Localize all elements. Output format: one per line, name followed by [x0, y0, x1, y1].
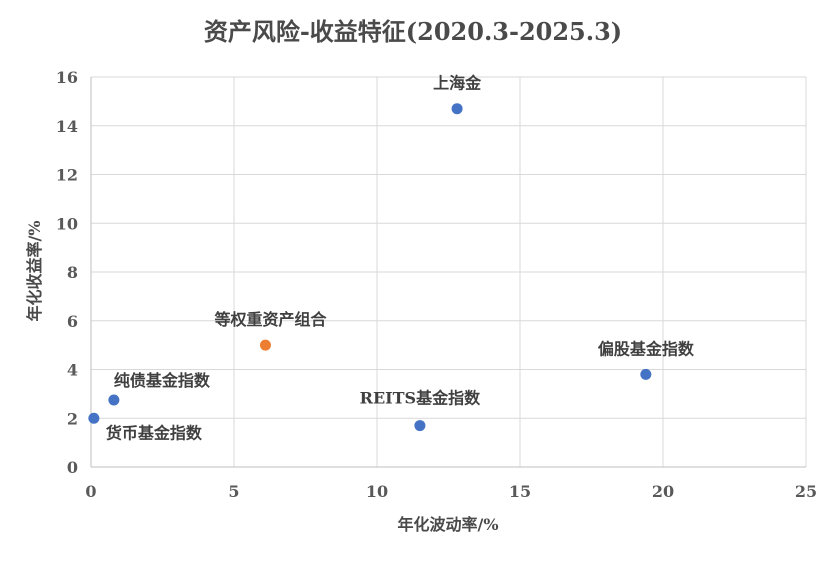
y-tick-label: 2 [67, 409, 78, 428]
axis-layer [90, 77, 806, 468]
data-point [414, 420, 426, 432]
x-tick-label: 0 [85, 482, 96, 501]
data-point [88, 412, 100, 424]
data-label: 纯债基金指数 [114, 371, 211, 390]
x-tick-label: 5 [228, 482, 239, 501]
y-tick-label: 10 [56, 214, 78, 233]
x-tick-label: 25 [795, 482, 817, 501]
data-point [640, 368, 652, 380]
y-tick-label: 14 [56, 117, 78, 136]
y-axis-label: 年化收益率/% [25, 220, 44, 321]
x-tick-label: 15 [509, 482, 531, 501]
data-point [108, 394, 120, 406]
y-tick-label: 12 [56, 166, 78, 185]
y-tick-label: 4 [67, 361, 78, 380]
data-label: 等权重资产组合 [213, 310, 327, 329]
data-label: REITS基金指数 [360, 389, 481, 408]
chart-title: 资产风险-收益特征(2020.3-2025.3) [204, 17, 622, 46]
data-label: 上海金 [433, 74, 482, 93]
y-tick-label: 6 [67, 312, 78, 331]
tick-labels: 0 5 10 15 20 25 0 2 4 6 8 10 12 14 16 [56, 68, 817, 501]
data-point [451, 103, 463, 115]
y-tick-label: 16 [56, 68, 78, 87]
x-tick-label: 20 [652, 482, 674, 501]
y-tick-label: 0 [67, 458, 78, 477]
y-tick-label: 8 [67, 263, 78, 282]
x-axis-label: 年化波动率/% [397, 515, 498, 534]
data-point [259, 339, 271, 351]
data-label: 偏股基金指数 [598, 339, 695, 358]
grid-layer [91, 76, 807, 467]
data-points [88, 103, 652, 432]
data-label: 货币基金指数 [106, 423, 203, 442]
x-tick-label: 10 [366, 482, 388, 501]
